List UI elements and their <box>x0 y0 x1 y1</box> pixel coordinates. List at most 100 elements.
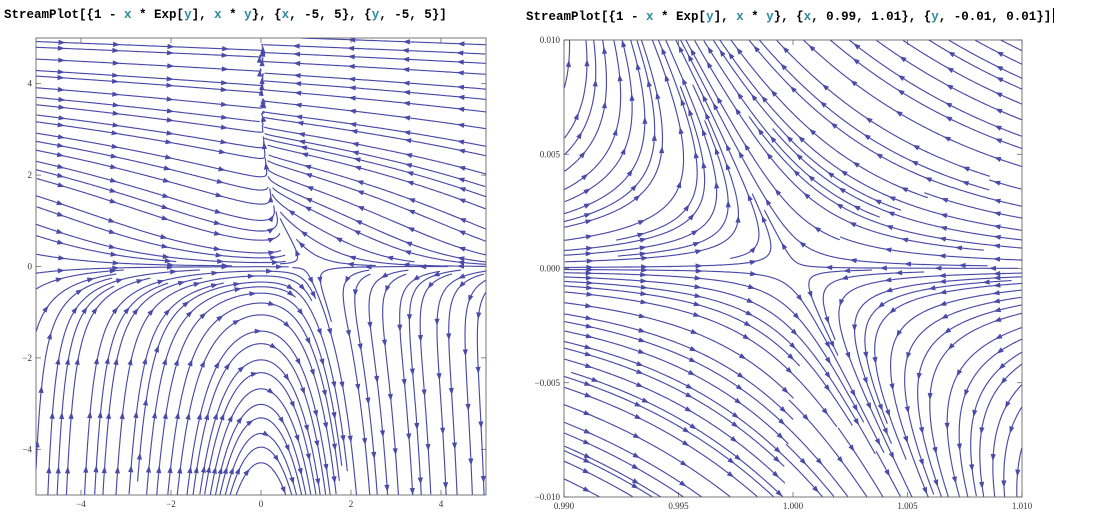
arrowhead <box>331 476 337 484</box>
code-line-left[interactable]: StreamPlot[{1 - x * Exp[y], x * y}, {x, … <box>4 8 447 22</box>
arrowhead <box>639 245 647 251</box>
arrowhead <box>294 81 302 87</box>
arrowhead <box>132 308 139 316</box>
streamline <box>924 192 1022 219</box>
streamline <box>319 265 449 322</box>
arrowhead <box>583 457 591 463</box>
arrowhead <box>693 311 701 317</box>
arrowhead <box>716 96 723 104</box>
arrowhead <box>687 54 694 62</box>
arrowhead <box>109 177 118 183</box>
arrowhead <box>397 324 403 332</box>
streamline <box>36 273 117 332</box>
streamline <box>564 347 785 467</box>
y-tick-label: −0.010 <box>535 492 561 502</box>
arrowhead <box>838 187 846 194</box>
arrowhead <box>583 203 591 209</box>
arrowhead <box>306 186 314 192</box>
x-tick-label: 4 <box>439 499 444 509</box>
arrowhead <box>932 446 938 455</box>
arrowhead <box>55 277 63 283</box>
code-line-right[interactable]: StreamPlot[{1 - x * Exp[y], x * y}, {x, … <box>526 8 1055 24</box>
arrowhead <box>582 439 591 445</box>
arrowhead <box>634 401 642 407</box>
arrowhead <box>218 166 226 172</box>
arrowhead <box>294 102 302 108</box>
code-variable: x <box>281 8 290 22</box>
arrowhead <box>374 375 380 384</box>
arrowhead <box>993 282 1001 288</box>
arrowhead <box>297 132 306 138</box>
arrowhead <box>355 383 361 391</box>
arrowhead <box>163 308 171 316</box>
arrowhead <box>972 409 978 417</box>
arrowhead <box>166 96 174 102</box>
streamlines <box>36 38 486 495</box>
arrowhead <box>851 324 858 332</box>
arrowhead <box>348 38 356 43</box>
x-tick-label: 0.995 <box>668 501 689 511</box>
arrowhead <box>216 178 224 184</box>
streamline <box>902 40 1022 105</box>
arrowhead <box>993 211 1001 217</box>
arrowhead <box>269 342 277 349</box>
arrowhead <box>432 271 441 277</box>
streamline <box>564 330 789 445</box>
streamline <box>564 386 758 497</box>
arrowhead <box>685 392 693 398</box>
streamline <box>564 40 646 215</box>
arrowhead <box>947 51 956 58</box>
arrowhead <box>292 43 300 49</box>
arrowhead <box>576 131 582 140</box>
streamline <box>408 269 462 495</box>
arrowhead <box>127 358 133 366</box>
code-variable: x <box>124 8 132 22</box>
arrowhead <box>56 200 64 206</box>
arrowhead <box>903 435 908 444</box>
x-tick-label: 1.005 <box>897 501 918 511</box>
arrowhead <box>803 192 811 200</box>
arrowhead <box>259 59 265 67</box>
arrowhead <box>591 376 599 382</box>
arrowhead <box>586 245 594 252</box>
streamline <box>946 327 1022 497</box>
streamline <box>263 80 486 100</box>
streamline <box>564 321 849 497</box>
arrowhead <box>64 466 71 474</box>
arrowhead <box>573 112 579 121</box>
arrowhead <box>55 357 61 365</box>
arrowhead <box>193 466 199 474</box>
arrowhead <box>586 285 594 291</box>
arrowhead <box>298 139 306 145</box>
streamline <box>703 40 880 218</box>
arrowhead <box>889 383 895 391</box>
arrowhead <box>695 268 703 274</box>
streamline <box>890 289 1022 497</box>
arrowhead <box>680 460 688 467</box>
arrowhead <box>583 380 592 386</box>
arrowhead <box>948 342 955 350</box>
arrowhead <box>995 92 1003 98</box>
arrowhead <box>480 475 486 483</box>
arrowhead <box>221 264 229 270</box>
code-token: * Exp[ <box>653 10 707 24</box>
arrowhead <box>223 362 231 371</box>
arrowhead <box>402 39 410 45</box>
arrowhead <box>852 404 858 412</box>
arrowhead <box>725 200 731 208</box>
arrowhead <box>112 260 120 266</box>
arrowhead <box>177 466 183 474</box>
arrowhead <box>267 214 274 223</box>
arrowhead <box>585 275 593 281</box>
arrowhead <box>993 198 1001 204</box>
arrowhead <box>620 147 626 155</box>
arrowhead <box>403 130 411 136</box>
arrowhead <box>136 452 142 460</box>
arrowhead <box>639 251 647 257</box>
streamline <box>464 279 486 495</box>
arrowhead <box>884 277 892 283</box>
arrowhead <box>457 139 465 145</box>
streamline <box>829 40 1022 149</box>
arrowhead <box>770 89 778 97</box>
